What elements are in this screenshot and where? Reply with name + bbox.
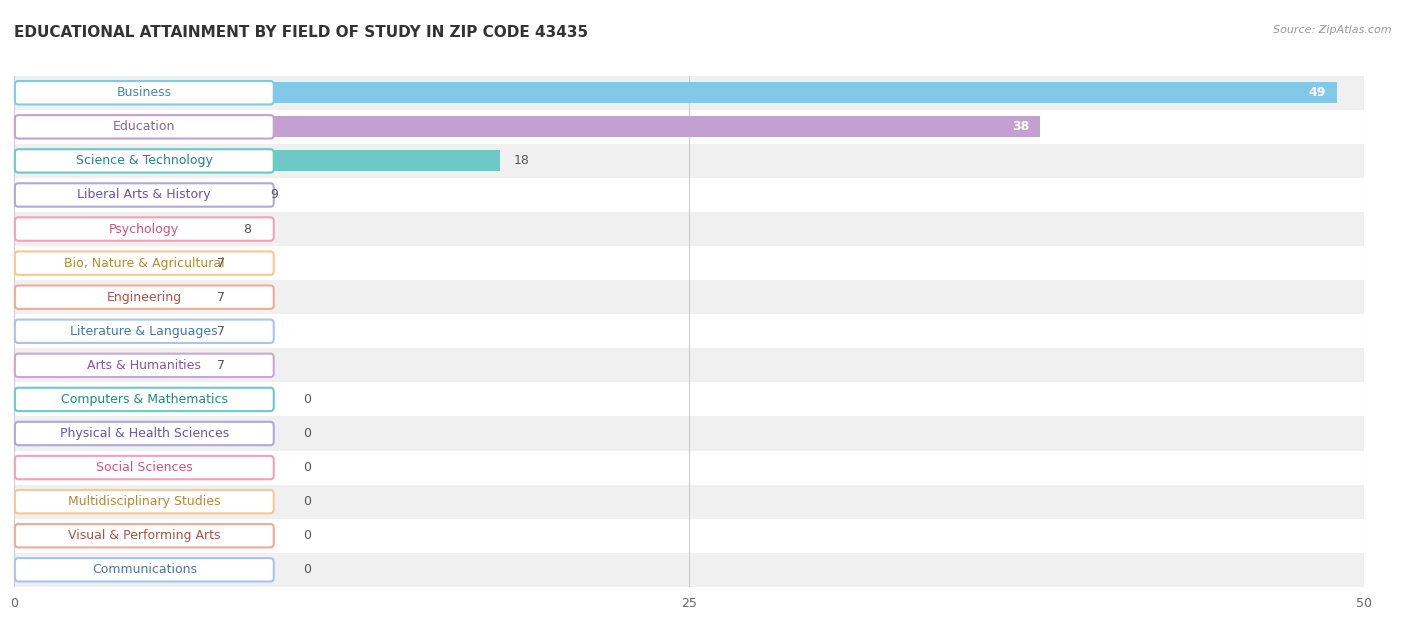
- FancyBboxPatch shape: [15, 353, 274, 377]
- FancyBboxPatch shape: [15, 285, 274, 309]
- Bar: [14, 178, 1364, 212]
- Text: Education: Education: [112, 121, 176, 133]
- Text: 38: 38: [1012, 121, 1029, 133]
- Bar: [14, 416, 1364, 451]
- Text: 49: 49: [1309, 86, 1326, 99]
- Bar: [14, 321, 202, 342]
- Bar: [14, 553, 1364, 587]
- Bar: [14, 76, 1364, 110]
- Text: EDUCATIONAL ATTAINMENT BY FIELD OF STUDY IN ZIP CODE 43435: EDUCATIONAL ATTAINMENT BY FIELD OF STUDY…: [14, 25, 588, 40]
- FancyBboxPatch shape: [15, 387, 274, 411]
- Bar: [14, 110, 1364, 144]
- FancyBboxPatch shape: [15, 251, 274, 275]
- Bar: [14, 82, 1337, 103]
- Text: 0: 0: [302, 529, 311, 542]
- Bar: [14, 348, 1364, 382]
- Bar: [14, 246, 1364, 280]
- Text: Science & Technology: Science & Technology: [76, 155, 212, 167]
- Text: 7: 7: [217, 257, 225, 269]
- Text: 18: 18: [513, 155, 529, 167]
- Text: Social Sciences: Social Sciences: [96, 461, 193, 474]
- Bar: [14, 150, 501, 172]
- Text: 0: 0: [302, 427, 311, 440]
- Text: 8: 8: [243, 223, 252, 235]
- FancyBboxPatch shape: [15, 115, 274, 139]
- Text: 7: 7: [217, 359, 225, 372]
- Bar: [14, 218, 231, 240]
- FancyBboxPatch shape: [15, 456, 274, 480]
- Text: Liberal Arts & History: Liberal Arts & History: [77, 189, 211, 201]
- Bar: [14, 314, 1364, 348]
- Bar: [14, 451, 1364, 485]
- Text: Physical & Health Sciences: Physical & Health Sciences: [59, 427, 229, 440]
- Bar: [14, 485, 1364, 519]
- Bar: [14, 144, 1364, 178]
- Text: Visual & Performing Arts: Visual & Performing Arts: [67, 529, 221, 542]
- Text: 0: 0: [302, 393, 311, 406]
- FancyBboxPatch shape: [15, 81, 274, 105]
- FancyBboxPatch shape: [15, 524, 274, 548]
- Text: Computers & Mathematics: Computers & Mathematics: [60, 393, 228, 406]
- Text: 9: 9: [270, 189, 278, 201]
- Bar: [14, 212, 1364, 246]
- Text: 0: 0: [302, 495, 311, 508]
- Text: Bio, Nature & Agricultural: Bio, Nature & Agricultural: [65, 257, 225, 269]
- Text: Literature & Languages: Literature & Languages: [70, 325, 218, 338]
- Bar: [14, 280, 1364, 314]
- Bar: [14, 355, 202, 376]
- Text: 7: 7: [217, 325, 225, 338]
- FancyBboxPatch shape: [15, 319, 274, 343]
- Text: 0: 0: [302, 461, 311, 474]
- Bar: [14, 184, 257, 206]
- Bar: [14, 252, 202, 274]
- FancyBboxPatch shape: [15, 558, 274, 582]
- Bar: [14, 382, 1364, 416]
- Bar: [14, 116, 1040, 138]
- FancyBboxPatch shape: [15, 422, 274, 445]
- FancyBboxPatch shape: [15, 149, 274, 173]
- Text: Communications: Communications: [91, 563, 197, 576]
- Text: Engineering: Engineering: [107, 291, 181, 304]
- Bar: [14, 286, 202, 308]
- Bar: [14, 519, 1364, 553]
- FancyBboxPatch shape: [15, 183, 274, 207]
- Text: Arts & Humanities: Arts & Humanities: [87, 359, 201, 372]
- Text: Psychology: Psychology: [110, 223, 180, 235]
- FancyBboxPatch shape: [15, 490, 274, 514]
- Text: Business: Business: [117, 86, 172, 99]
- FancyBboxPatch shape: [15, 217, 274, 241]
- Text: Source: ZipAtlas.com: Source: ZipAtlas.com: [1274, 25, 1392, 35]
- Text: 7: 7: [217, 291, 225, 304]
- Text: 0: 0: [302, 563, 311, 576]
- Text: Multidisciplinary Studies: Multidisciplinary Studies: [67, 495, 221, 508]
